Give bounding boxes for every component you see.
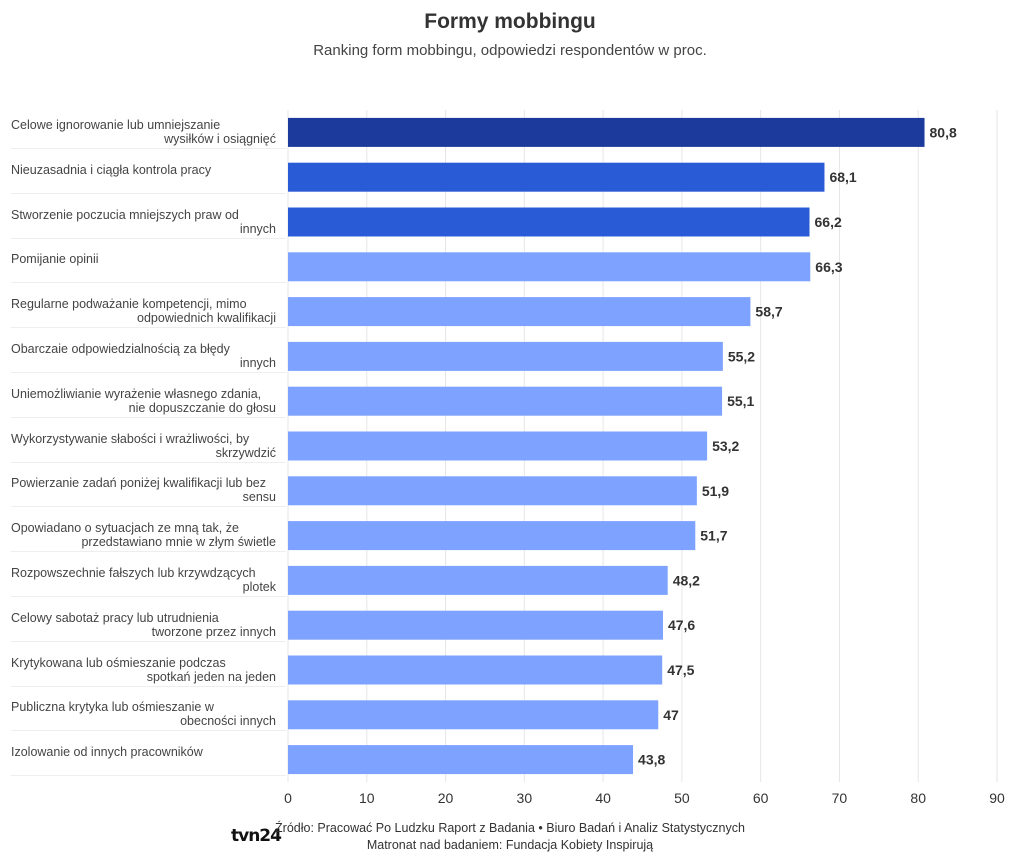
x-tick-label-30: 30	[517, 790, 533, 806]
x-tick-label-60: 60	[753, 790, 769, 806]
category-label-10: Opowiadano o sytuacjach ze mną tak, że pr…	[11, 521, 286, 553]
category-label-15: Izolowanie od innych pracowników	[11, 745, 286, 777]
category-label-13: Krytykowana lub ośmieszanie podczas spotk…	[11, 656, 286, 687]
bar-6	[288, 341, 723, 371]
value-label-13: 47,5	[667, 662, 694, 678]
category-label-line1: Celowe ignorowanie lub umniejszanie	[11, 117, 221, 132]
x-tick-label-40: 40	[595, 790, 611, 806]
category-label-1: Celowe ignorowanie lub umniejszanie wysił…	[11, 118, 286, 149]
category-label-line1: Publiczna krytyka lub ośmieszanie w	[11, 700, 214, 715]
category-label-line2: innych	[239, 355, 276, 370]
value-label-9: 51,9	[702, 483, 729, 499]
category-label-line2: odpowiednich kwalifikacji	[137, 311, 276, 326]
chart-title: Formy mobbingu	[424, 10, 596, 33]
value-label-15: 43,8	[638, 752, 665, 768]
patron-text: Matronat nad badaniem: Fundacja Kobiety …	[366, 838, 654, 852]
value-label-14: 47	[663, 707, 679, 723]
footer: Źródło: Pracować Po Ludzku Raport z Bada…	[0, 820, 1020, 854]
value-label-6: 55,2	[728, 348, 755, 364]
category-label-line2: obecności innych	[180, 714, 276, 729]
category-label-7: Uniemożliwianie wyrażenie własnego zdani…	[11, 387, 286, 418]
category-label-3: Stworzenie poczucia mniejszych praw od in…	[11, 208, 286, 239]
bar-chart: 80,8 68,1 66,2 66,3 58,7 55,2 55,1 53,2 51,9 51,7…	[284, 110, 1005, 806]
category-label-line1: Nieuzasadnia i ciągła kontrola pracy	[11, 162, 212, 177]
x-tick-label-80: 80	[910, 790, 926, 806]
x-axis-ticks: 0 10 20 30 40 50 60 70 80 90	[284, 790, 1005, 806]
category-label-6: Obarczaie odpowiedzialnością za błędy inn…	[11, 342, 286, 373]
category-label-line2: plotek	[242, 579, 276, 594]
source-text: Źródło: Pracować Po Ludzku Raport z Bada…	[275, 821, 745, 835]
category-label-line2: wysiłków i osiągnięć	[164, 131, 276, 146]
category-label-line1: Rozpowszechnie fałszych lub krzywdzących	[11, 565, 256, 580]
category-label-line1: Izolowanie od innych pracowników	[11, 745, 203, 760]
bar-15	[288, 745, 634, 775]
category-label-line1: Wykorzystywanie słabości i wrażliwości, …	[11, 431, 250, 446]
value-labels: 80,8 68,1 66,2 66,3 58,7 55,2 55,1 53,2 51,9 51,7…	[638, 124, 957, 767]
x-tick-label-10: 10	[359, 790, 375, 806]
bar-11	[288, 565, 668, 595]
bar-4	[288, 252, 811, 282]
bar-8	[288, 431, 708, 461]
value-label-3: 66,2	[815, 214, 842, 230]
value-label-7: 55,1	[727, 393, 754, 409]
x-tick-label-20: 20	[438, 790, 454, 806]
category-label-line1: Celowy sabotaż pracy lub utrudnienia	[11, 610, 219, 625]
value-label-2: 68,1	[829, 169, 856, 185]
x-tick-label-90: 90	[989, 790, 1005, 806]
category-label-line1: Pomijanie opinii	[11, 252, 99, 267]
category-label-line1: Powierzanie zadań poniżej kwalifikacji l…	[11, 476, 266, 491]
category-label-4: Pomijanie opinii	[11, 252, 286, 284]
bar-1	[288, 117, 925, 147]
category-label-line2: nie dopuszczanie do głosu	[128, 400, 276, 415]
bars	[288, 117, 925, 775]
category-label-line1: Opowiadano o sytuacjach ze mną tak, że	[11, 521, 239, 536]
tvn24-logo: tvn24	[231, 826, 282, 846]
category-label-line1: Regularne podważanie kompetencji, mimo	[11, 297, 247, 312]
category-label-line2: przedstawiano mnie w złym świetle	[81, 535, 276, 550]
bar-13	[288, 655, 663, 685]
x-tick-label-50: 50	[674, 790, 690, 806]
bar-9	[288, 476, 697, 506]
category-label-line2: spotkań jeden na jeden	[146, 669, 276, 684]
bar-3	[288, 207, 810, 237]
category-label-5: Regularne podważanie kompetencji, mimo od…	[11, 297, 286, 329]
value-label-8: 53,2	[712, 438, 739, 454]
value-label-4: 66,3	[815, 259, 842, 275]
category-label-8: Wykorzystywanie słabości i wrażliwości, …	[11, 432, 286, 463]
category-label-line2: skrzywdzić	[215, 445, 276, 460]
value-label-11: 48,2	[673, 572, 700, 588]
category-label-line1: Uniemożliwianie wyrażenie własnego zdani…	[11, 386, 262, 401]
bar-2	[288, 162, 825, 192]
category-label-14: Publiczna krytyka lub ośmieszanie w obecn…	[11, 700, 286, 732]
value-label-10: 51,7	[700, 528, 727, 544]
category-label-12: Celowy sabotaż pracy lub utrudnienia twor…	[11, 611, 286, 642]
category-label-line2: tworzone przez innych	[151, 624, 276, 639]
value-label-1: 80,8	[930, 124, 957, 140]
category-label-line1: Krytykowana lub ośmieszanie podczas	[11, 655, 226, 670]
category-label-line1: Stworzenie poczucia mniejszych praw od	[11, 207, 239, 222]
value-label-12: 47,6	[668, 617, 695, 633]
chart-subtitle: Ranking form mobbingu, odpowiedzi respon…	[313, 42, 707, 59]
category-label-11: Rozpowszechnie fałszych lub krzywdzących…	[11, 566, 286, 597]
bar-14	[288, 700, 659, 730]
category-label-9: Powierzanie zadań poniżej kwalifikacji l…	[11, 476, 286, 508]
bar-7	[288, 386, 723, 416]
bar-5	[288, 297, 751, 327]
value-label-5: 58,7	[755, 304, 782, 320]
x-tick-label-0: 0	[284, 790, 292, 806]
category-label-line2: sensu	[242, 490, 276, 505]
category-label-line1: Obarczaie odpowiedzialnością za błędy	[11, 341, 230, 356]
x-tick-label-70: 70	[832, 790, 848, 806]
category-label-2: Nieuzasadnia i ciągła kontrola pracy	[11, 163, 286, 194]
category-label-line2: innych	[239, 221, 276, 236]
bar-12	[288, 610, 663, 640]
bar-10	[288, 521, 696, 551]
